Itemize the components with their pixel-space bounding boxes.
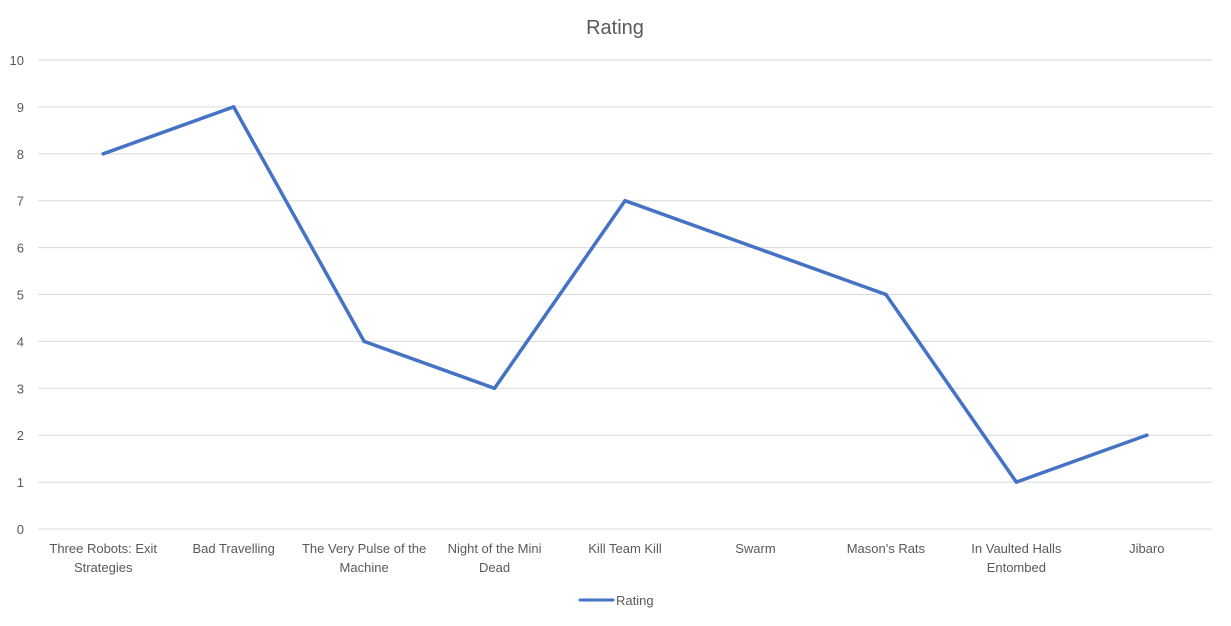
y-tick-label-2: 2 <box>17 428 24 443</box>
x-tick-label-night-of-the-mini-dead: Night of the Mini Dead <box>448 541 542 575</box>
y-tick-label-8: 8 <box>17 147 24 162</box>
x-axis-tick-labels: Three Robots: Exit Strategies Bad Travelli… <box>49 541 1164 575</box>
data-point-kill-team-kill <box>623 198 627 203</box>
x-tick-label-line: Bad Travelling <box>192 541 274 556</box>
y-tick-label-10: 10 <box>10 53 24 68</box>
y-tick-label-1: 1 <box>17 475 24 490</box>
data-point-bad-travelling <box>231 105 236 109</box>
data-point-swarm <box>753 245 758 250</box>
y-tick-label-9: 9 <box>17 100 24 115</box>
data-point-night-of-the-mini-dead <box>492 386 497 391</box>
x-tick-label-line: Night of the Mini <box>448 541 542 556</box>
x-tick-label-kill-team-kill: Kill Team Kill <box>588 541 662 556</box>
y-axis-tick-labels: 0 1 2 3 4 5 6 7 8 9 10 <box>10 53 24 537</box>
data-point-in-vaulted-halls-entombed <box>1014 480 1019 484</box>
x-tick-label-three-robots-exit-strategies: Three Robots: Exit Strategies <box>49 541 157 575</box>
data-point-jibaro <box>1145 433 1149 437</box>
x-tick-label-line: Machine <box>340 560 389 575</box>
y-tick-label-5: 5 <box>17 288 24 303</box>
data-point-three-robots-exit-strategies <box>101 152 105 156</box>
data-point-the-very-pulse-of-the-machine <box>362 339 366 344</box>
x-tick-label-jibaro: Jibaro <box>1129 541 1164 556</box>
y-tick-label-7: 7 <box>17 194 24 209</box>
x-tick-label-the-very-pulse-of-the-machine: The Very Pulse of the Machine <box>302 541 426 575</box>
y-tick-label-6: 6 <box>17 241 24 256</box>
x-tick-label-line: Three Robots: Exit <box>49 541 157 556</box>
y-tick-label-0: 0 <box>17 522 24 537</box>
x-tick-label-line: Dead <box>479 560 510 575</box>
x-tick-label-line: Swarm <box>735 541 775 556</box>
x-tick-label-swarm: Swarm <box>735 541 775 556</box>
gridlines <box>38 59 1212 530</box>
x-tick-label-line: Entombed <box>987 560 1046 575</box>
chart-title: Rating <box>586 17 644 39</box>
x-tick-label-line: Strategies <box>74 560 133 575</box>
data-point-mason-s-rats <box>884 292 888 297</box>
series-layer <box>101 105 1149 484</box>
x-tick-label-mason-s-rats: Mason's Rats <box>847 541 926 556</box>
x-tick-label-line: Kill Team Kill <box>588 541 662 556</box>
x-tick-label-line: The Very Pulse of the <box>302 541 426 556</box>
x-tick-label-in-vaulted-halls-entombed: In Vaulted Halls Entombed <box>971 541 1062 575</box>
legend: Rating <box>578 593 654 608</box>
y-tick-label-3: 3 <box>17 381 24 396</box>
x-tick-label-line: Mason's Rats <box>847 541 926 556</box>
x-tick-label-line: In Vaulted Halls <box>971 541 1062 556</box>
y-tick-label-4: 4 <box>17 334 24 349</box>
x-tick-label-bad-travelling: Bad Travelling <box>192 541 274 556</box>
legend-label-rating: Rating <box>616 593 654 608</box>
x-tick-label-line: Jibaro <box>1129 541 1164 556</box>
